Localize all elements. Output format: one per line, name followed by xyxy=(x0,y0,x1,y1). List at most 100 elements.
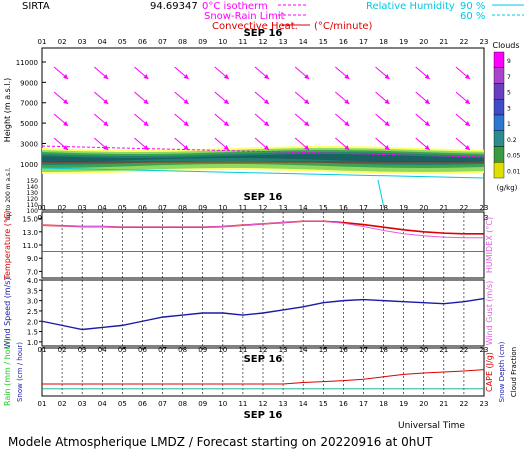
p1-top-tick-19: 19 xyxy=(399,38,408,46)
p4-top-tick-05: 05 xyxy=(118,346,127,354)
wind-arrow-head xyxy=(344,99,350,104)
p2-top-tick-07: 07 xyxy=(158,204,167,212)
p4-top-tick-17: 17 xyxy=(359,346,368,354)
p2-top-tick-13: 13 xyxy=(279,204,288,212)
p2-ylabel: Temperature (°C) xyxy=(3,210,12,280)
height-tick-9000: 9000 xyxy=(20,79,38,87)
wind-arrow-head xyxy=(183,99,189,104)
p4-top-tick-20: 20 xyxy=(419,346,428,354)
colorbar-level-4: 1 xyxy=(507,121,511,128)
wind-arrow-head xyxy=(344,121,350,126)
wind-arrow-head xyxy=(384,74,390,79)
wind-arrow-head xyxy=(264,121,269,126)
cloud-panel: 01 02 03 04 05 06 07 08 09 10 11 12 13 14 15 16 17 18 19 20… xyxy=(3,28,488,222)
p4-top-tick-11: 11 xyxy=(238,346,247,354)
wind-arrow-head xyxy=(424,145,430,150)
wind-arrow-head xyxy=(103,145,109,150)
p2-top-tick-14: 14 xyxy=(299,204,308,212)
legend-isotherm: 0°C isotherm xyxy=(202,1,268,12)
p4-bottom-tick-08: 08 xyxy=(178,400,187,408)
height-tick-11000: 11000 xyxy=(16,59,38,67)
wind-arrow-head xyxy=(143,145,149,150)
cloud-band-4 xyxy=(42,154,484,162)
p4-bottom-tick-05: 05 xyxy=(118,400,127,408)
p2-ytick: 9.0 xyxy=(27,255,38,263)
p4-bottom-tick-01: 01 xyxy=(38,400,47,408)
p4-top-tick-19: 19 xyxy=(399,346,408,354)
p2-ytick: 11.0 xyxy=(22,242,38,250)
precip-panel: Rain (mm / hour) Snow (cm / hour) CAPE (J/… xyxy=(3,338,518,421)
low-height-tick-100: 100 xyxy=(27,208,39,215)
colorbar-level-0: 9 xyxy=(507,58,511,65)
p4-bottom-tick-07: 07 xyxy=(158,400,167,408)
p1-top-tick-03: 03 xyxy=(78,38,87,46)
p3-ylabel-right: Wind Gust (m/s) xyxy=(485,281,494,346)
p3-ylabel: Wind Speed (m/s) xyxy=(3,277,12,348)
wind-arrow-head xyxy=(143,74,149,79)
p1-top-tick-20: 20 xyxy=(419,38,428,46)
p4-top-tick-23: 23 xyxy=(480,346,489,354)
height-tick-3000: 3000 xyxy=(20,140,38,148)
p4-bottom-tick-22: 22 xyxy=(459,400,468,408)
wind-arrow-head xyxy=(223,99,229,104)
wind-arrow-head xyxy=(63,145,69,150)
wind-arrow-head xyxy=(384,121,390,126)
p4-ylabel2: Snow (cm / hour) xyxy=(16,342,24,402)
low-height-tick-140: 140 xyxy=(27,184,39,191)
p3-ytick: 2.5 xyxy=(27,308,38,316)
p1-top-tick-13: 13 xyxy=(279,38,288,46)
colorbar-swatch-7 xyxy=(493,162,505,179)
wind-arrow-head xyxy=(344,145,350,150)
p2-ytick: 7.0 xyxy=(27,268,38,276)
wind-arrow-head xyxy=(143,121,149,126)
wind-arrow-head xyxy=(183,121,189,126)
colorbar-level-1: 7 xyxy=(507,74,511,81)
wind-arrow-head xyxy=(223,145,229,150)
p3-ytick: 1.5 xyxy=(27,329,38,337)
p4-top-tick-06: 06 xyxy=(138,346,147,354)
colorbar-title: Clouds xyxy=(492,41,519,50)
wind-arrow-head xyxy=(63,74,69,79)
p1-top-tick-06: 06 xyxy=(138,38,147,46)
p4-top-tick-18: 18 xyxy=(379,346,388,354)
colorbar: Clouds 9 7 5 3 1 0.2 0.05 0.01 (g/kg) xyxy=(492,41,520,192)
wind-arrow-head xyxy=(304,121,310,126)
p4-top-tick-07: 07 xyxy=(158,346,167,354)
p4-top-tick-08: 08 xyxy=(178,346,187,354)
wind-arrow-head xyxy=(63,99,69,104)
p1-top-tick-01: 01 xyxy=(38,38,47,46)
temperature-panel: 7.0 9.0 11.0 13.0 15.0 Temperature (°C) HUMIDE… xyxy=(3,204,494,281)
p4-bottom-tick-23: 23 xyxy=(480,400,489,408)
p4-ylabel-right: CAPE (J/g) xyxy=(485,352,494,392)
height-tick-1000: 1000 xyxy=(20,161,38,169)
p4-bottom-tick-06: 06 xyxy=(138,400,147,408)
p1-top-tick-02: 02 xyxy=(58,38,67,46)
wind-arrow-head xyxy=(223,74,229,79)
p2-top-tick-11: 11 xyxy=(238,204,247,212)
p2-top-tick-01: 01 xyxy=(38,204,47,212)
p2-top-tick-17: 17 xyxy=(359,204,368,212)
p4-bottom-tick-21: 21 xyxy=(439,400,448,408)
p2-top-tick-04: 04 xyxy=(98,204,107,212)
low-height-tick-110: 110 xyxy=(27,202,39,209)
p3-ytick: 4.0 xyxy=(27,277,38,285)
p4-bottom-tick-10: 10 xyxy=(218,400,227,408)
p1-top-tick-11: 11 xyxy=(238,38,247,46)
wind-arrow-head xyxy=(143,99,149,104)
p4-top-tick-12: 12 xyxy=(259,346,268,354)
colorbar-level-5: 0.2 xyxy=(507,137,517,144)
p2-top-tick-16: 16 xyxy=(339,204,348,212)
date-label: SEP 16 xyxy=(244,410,283,421)
p1-top-tick-22: 22 xyxy=(459,38,468,46)
wind-arrow-head xyxy=(464,74,470,79)
value-label: 94.69347 xyxy=(150,1,198,12)
p1-top-tick-18: 18 xyxy=(379,38,388,46)
p4-bottom-tick-14: 14 xyxy=(299,400,308,408)
p4-bottom-tick-04: 04 xyxy=(98,400,107,408)
isotherm-line xyxy=(41,145,485,158)
p4-bottom-tick-16: 16 xyxy=(339,400,348,408)
wind-arrow-head xyxy=(223,121,229,126)
p4-top-tick-01: 01 xyxy=(38,346,47,354)
wind-arrow-head xyxy=(103,99,109,104)
p4-top-tick-10: 10 xyxy=(218,346,227,354)
